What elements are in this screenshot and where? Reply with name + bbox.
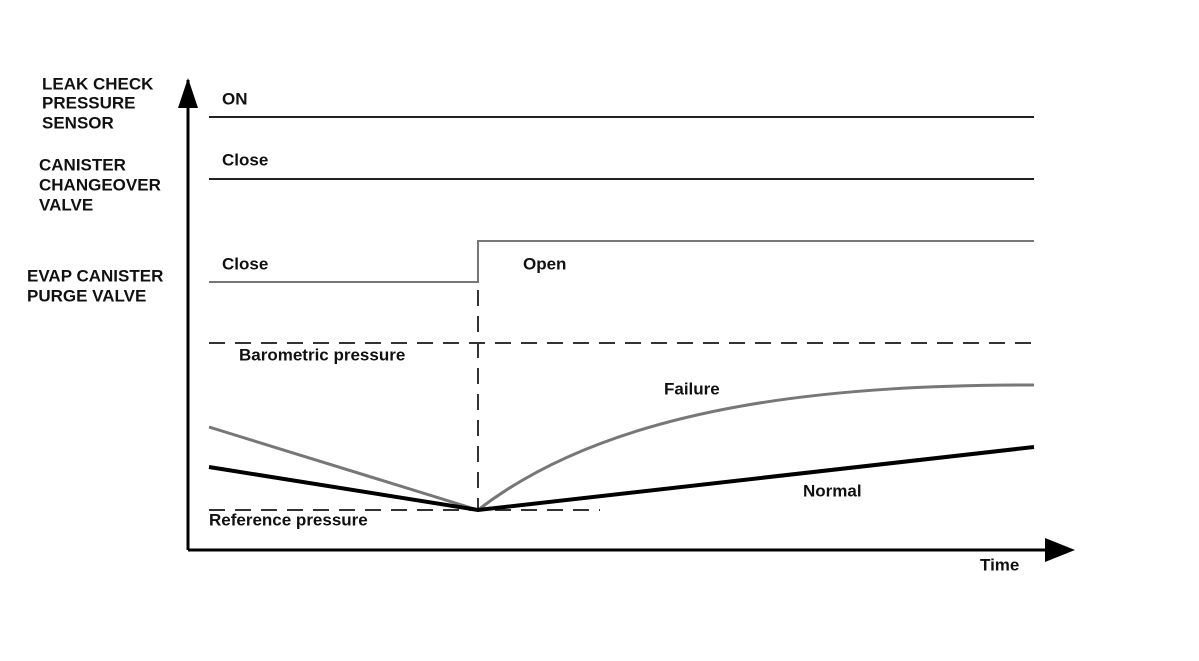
- signal-label: LEAK CHECK: [42, 74, 154, 93]
- state-label: Close: [222, 150, 268, 169]
- normal-curve: [208, 445, 1035, 513]
- state-label: Open: [523, 254, 566, 273]
- state-label: ON: [222, 89, 248, 108]
- curve-label: Normal: [803, 481, 862, 500]
- curve-label: Failure: [664, 379, 720, 398]
- x-axis-label: Time: [980, 555, 1019, 574]
- pressure-label: Barometric pressure: [239, 345, 405, 364]
- x-arrow: [1045, 538, 1075, 562]
- signal-label: EVAP CANISTER: [27, 266, 163, 285]
- signal-label: CANISTER: [39, 155, 126, 174]
- signal-label: SENSOR: [42, 113, 114, 132]
- failure-curve: [208, 383, 1035, 512]
- y-arrow: [178, 78, 198, 108]
- signal-label: CHANGEOVER: [39, 175, 161, 194]
- signal-label: PURGE VALVE: [27, 286, 146, 305]
- purge-line: [209, 240, 1034, 283]
- signal-label: VALVE: [39, 195, 93, 214]
- signal-label: PRESSURE: [42, 93, 136, 112]
- state-label: Close: [222, 254, 268, 273]
- pressure-label: Reference pressure: [209, 510, 368, 529]
